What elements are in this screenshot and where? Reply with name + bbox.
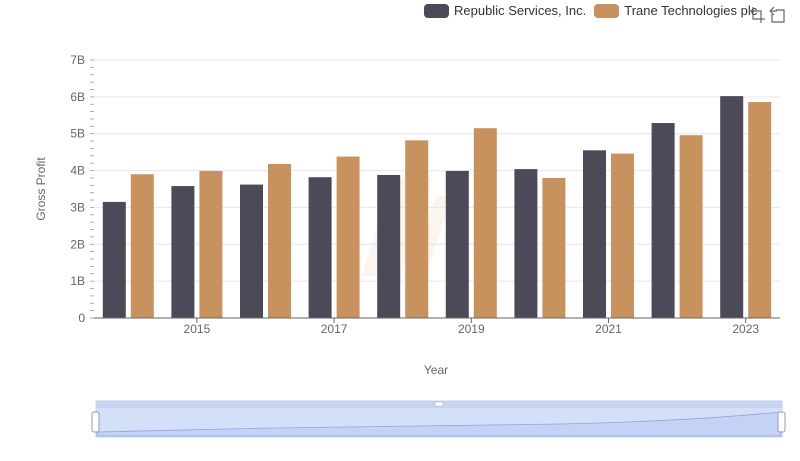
zoom-slider-preview-line <box>96 411 782 437</box>
zoom-select-icon[interactable] <box>748 6 766 24</box>
bar-trane-technologies-2015[interactable] <box>199 170 223 318</box>
legend-swatch-trane-technologies <box>594 3 620 18</box>
legend: Republic Services, Inc. Trane Technologi… <box>424 3 765 18</box>
x-tick-label: 2021 <box>595 322 622 336</box>
y-axis-ticks: 0 1B 2B 3B 4B 5B 6B 7B <box>70 53 85 325</box>
x-axis-title: Year <box>424 363 448 377</box>
bar-trane-technologies-2022[interactable] <box>679 135 703 318</box>
chart-toolbar <box>746 6 786 24</box>
y-axis-title: Gross Profit <box>34 157 48 221</box>
bar-trane-technologies-2021[interactable] <box>611 153 634 318</box>
y-tick-label: 2B <box>70 237 85 251</box>
legend-swatch-republic-services <box>424 3 449 18</box>
bar-trane-technologies-2016[interactable] <box>268 163 291 318</box>
y-tick-label: 3B <box>70 200 85 214</box>
y-tick-label: 1B <box>70 274 85 288</box>
x-axis-ticks: 2015 2017 2019 2021 2023 <box>184 318 759 336</box>
y-tick-label: 0 <box>78 311 85 325</box>
legend-item-republic-services[interactable]: Republic Services, Inc. <box>424 3 586 18</box>
zoom-slider[interactable] <box>91 400 786 438</box>
zoom-reset-icon[interactable] <box>768 6 786 24</box>
bar-republic-services-2016[interactable] <box>240 184 263 318</box>
grid-lines <box>94 59 780 282</box>
y-minor-ticks <box>90 59 94 319</box>
bar-republic-services-2021[interactable] <box>583 150 606 318</box>
bar-trane-technologies-2019[interactable] <box>473 128 497 318</box>
bar-republic-services-2023[interactable] <box>720 96 744 319</box>
legend-item-trane-technologies[interactable]: Trane Technologies plc <box>594 3 757 18</box>
bar-trane-technologies-2020[interactable] <box>542 177 566 318</box>
y-tick-label: 6B <box>70 90 85 104</box>
x-tick-label: 2017 <box>321 322 348 336</box>
bar-republic-services-2019[interactable] <box>445 170 469 318</box>
bar-trane-technologies-2023[interactable] <box>748 102 772 318</box>
legend-label-trane-technologies: Trane Technologies plc <box>624 3 758 18</box>
y-tick-label: 7B <box>70 53 85 67</box>
zoom-slider-left-handle[interactable] <box>91 411 100 433</box>
bar-trane-technologies-2014[interactable] <box>130 174 154 318</box>
bar-trane-technologies-2018[interactable] <box>405 140 429 318</box>
zoom-slider-right-handle[interactable] <box>777 411 786 433</box>
bar-republic-services-2015[interactable] <box>171 186 195 318</box>
legend-label-republic-services: Republic Services, Inc. <box>454 3 587 18</box>
bar-republic-services-2020[interactable] <box>514 169 538 318</box>
x-tick-label: 2023 <box>732 322 759 336</box>
y-tick-label: 5B <box>70 127 85 141</box>
bar-republic-services-2014[interactable] <box>102 201 126 318</box>
bar-republic-services-2022[interactable] <box>651 123 675 318</box>
bars <box>102 96 772 319</box>
x-tick-label: 2015 <box>184 322 211 336</box>
x-tick-label: 2019 <box>458 322 485 336</box>
bar-republic-services-2017[interactable] <box>308 177 332 318</box>
bar-republic-services-2018[interactable] <box>377 174 401 318</box>
bar-trane-technologies-2017[interactable] <box>336 156 360 318</box>
zoom-slider-grip[interactable] <box>434 401 444 407</box>
y-tick-label: 4B <box>70 164 85 178</box>
